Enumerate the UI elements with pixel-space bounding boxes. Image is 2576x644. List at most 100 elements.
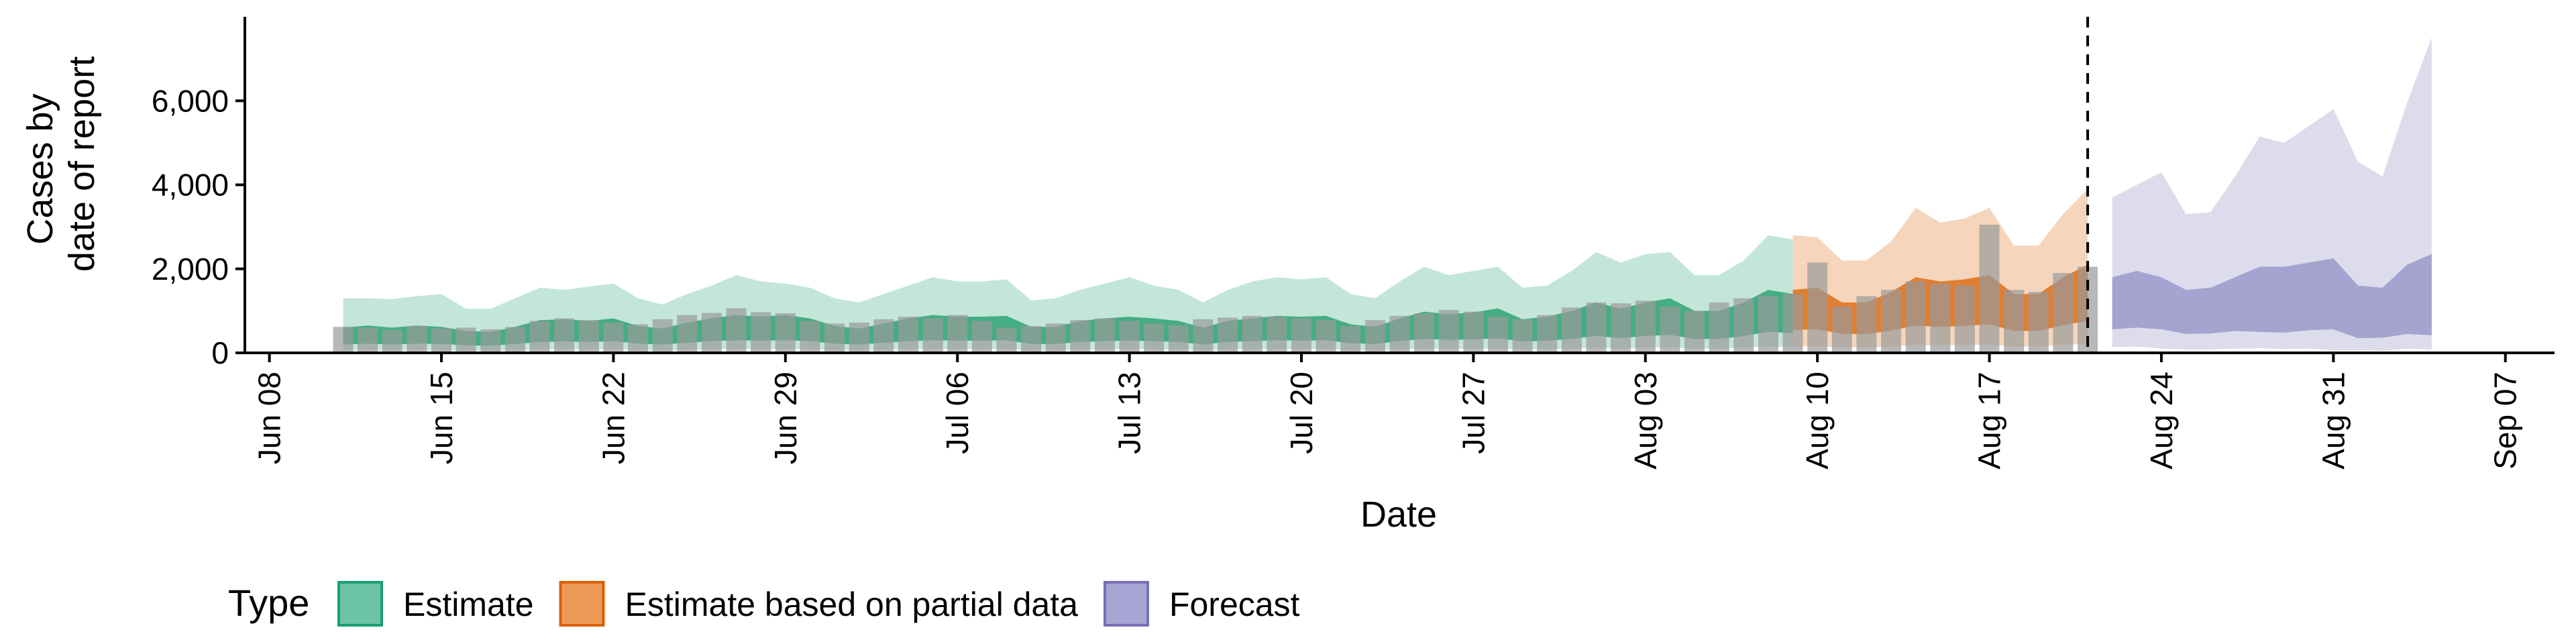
reported-bar [1316, 320, 1336, 353]
x-tick-label: Jul 20 [1284, 372, 1319, 454]
reported-bar [1807, 262, 1828, 353]
reported-bar [480, 329, 501, 353]
reported-bar [1463, 311, 1484, 353]
x-tick-label: Jul 13 [1112, 372, 1147, 454]
reported-bar [751, 312, 771, 353]
reported-bar [2004, 290, 2025, 353]
reported-bar [1758, 296, 1778, 353]
reported-bar [1979, 225, 2000, 353]
reported-bar [677, 315, 698, 353]
reported-bar [1782, 294, 1803, 353]
reported-bar [1340, 325, 1361, 353]
reported-bar [628, 324, 648, 353]
reported-bar [898, 317, 918, 353]
y-tick-label: 2,000 [152, 252, 229, 286]
reported-bar [455, 327, 476, 353]
reported-bar [1070, 320, 1091, 353]
reported-bar [1733, 298, 1754, 353]
legend-title: Type [228, 582, 309, 624]
reported-bar [1905, 281, 1926, 353]
y-ticks: 0 2,000 4,000 6,000 [152, 83, 245, 370]
forecast-inner-band [2112, 254, 2432, 339]
reported-bar [1537, 315, 1558, 353]
reported-bar [1095, 318, 1115, 353]
reported-bar [1218, 317, 1238, 353]
reported-bar [1267, 317, 1287, 353]
reported-bar [1635, 301, 1656, 353]
reported-bar [1881, 290, 1901, 353]
reported-bar [407, 325, 427, 353]
reported-bar [1119, 321, 1140, 353]
reported-bar [1193, 319, 1214, 353]
legend-key [1103, 581, 1149, 627]
x-tick-label: Aug 17 [1972, 372, 2007, 470]
y-tick-label: 6,000 [152, 83, 229, 118]
legend: Type Estimate Estimate based on partial d… [228, 581, 1300, 627]
legend-entries: Estimate Estimate based on partial data Fo… [337, 581, 1300, 627]
reported-cases-bars [333, 225, 2098, 353]
y-axis-title: Cases by date of report [20, 56, 102, 272]
x-tick-label: Jul 27 [1456, 372, 1491, 454]
x-tick-label: Aug 03 [1628, 372, 1663, 470]
reported-bar [1709, 302, 1729, 353]
legend-label: Forecast [1169, 586, 1300, 623]
reported-bar [504, 327, 525, 353]
reported-bar [824, 323, 845, 353]
reported-bar [578, 320, 599, 353]
legend-label: Estimate based on partial data [625, 586, 1079, 623]
legend-key [559, 581, 605, 627]
axes: 0 2,000 4,000 6,000 Jun 08 Jun 15 Jun 22 Jun 2… [152, 17, 2555, 470]
reported-bar [529, 321, 550, 353]
reported-bar [775, 313, 796, 353]
x-tick-label: Aug 31 [2316, 372, 2351, 470]
reported-bar [1954, 285, 1975, 353]
x-axis-title: Date [1360, 494, 1437, 535]
reported-bar [652, 319, 673, 353]
reported-bar [2028, 292, 2049, 353]
reported-bar [1856, 296, 1877, 353]
reported-bar [922, 318, 943, 353]
x-tick-label: Jun 22 [596, 372, 631, 464]
reported-bar [701, 313, 722, 353]
reported-bar [1168, 325, 1189, 353]
x-ticks: Jun 08 Jun 15 Jun 22 Jun 29 Jul 06 Jul 13 Jul … [252, 353, 2523, 470]
reported-bar [333, 327, 354, 353]
reported-bar [873, 319, 894, 353]
x-tick-label: Aug 10 [1800, 372, 1835, 470]
reported-bar [1414, 313, 1435, 353]
reported-bar [431, 328, 451, 353]
x-tick-label: Jun 08 [252, 372, 287, 464]
reported-bar [849, 322, 869, 353]
reported-bar [1684, 311, 1705, 353]
reported-bar [800, 321, 820, 353]
x-tick-label: Jun 29 [768, 372, 803, 464]
reported-bar [382, 329, 402, 353]
reported-bar [358, 327, 378, 353]
reported-bar [1144, 323, 1165, 353]
x-tick-label: Sep 07 [2488, 372, 2523, 470]
reported-bar [726, 308, 747, 353]
y-tick-label: 4,000 [152, 168, 229, 203]
y-axis-title-line-1: Cases by [20, 93, 60, 244]
forecast-outer-band [2112, 38, 2432, 351]
reported-bar [1021, 325, 1042, 353]
reported-bar [1045, 323, 1066, 353]
reported-bar [2053, 273, 2074, 353]
reported-bar [554, 318, 575, 353]
x-tick-label: Aug 24 [2144, 372, 2179, 470]
reported-bar [603, 322, 624, 353]
reported-bar [1611, 303, 1631, 353]
reported-bar [1364, 320, 1385, 353]
x-tick-label: Jul 06 [940, 372, 975, 454]
y-tick-label: 0 [211, 335, 229, 370]
reported-bar [1561, 307, 1582, 353]
reported-bar [1488, 317, 1508, 353]
reported-bar [1291, 318, 1311, 353]
reported-bar [947, 315, 968, 353]
reported-bar [1389, 315, 1410, 353]
legend-key [337, 581, 383, 627]
plot-area [333, 17, 2432, 353]
reported-bar [1512, 319, 1533, 353]
x-tick-label: Jun 15 [424, 372, 459, 464]
